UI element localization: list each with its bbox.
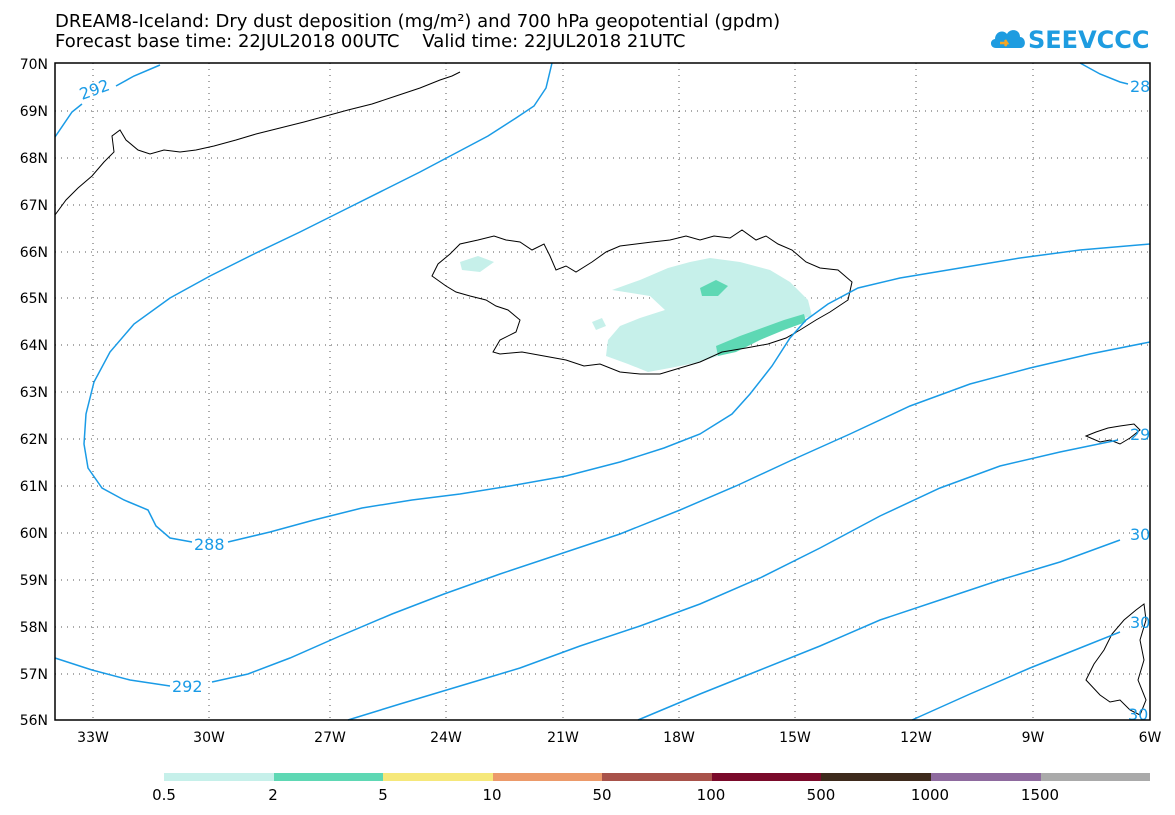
contour-280-ne: [1079, 62, 1129, 85]
lat-label: 63N: [20, 385, 48, 401]
colorbar-segment: [492, 773, 603, 781]
dust-area-light: [606, 258, 812, 372]
map-title: DREAM8-Iceland: Dry dust deposition (mg/…: [55, 11, 781, 32]
lat-label: 68N: [20, 151, 48, 167]
lon-label: 9W: [1022, 730, 1045, 746]
greenland-coastline: [54, 71, 461, 216]
lon-label: 6W: [1139, 730, 1162, 746]
contour-label-292-north: 292: [77, 75, 112, 103]
longitude-labels: 33W 30W 27W 24W 21W 18W 15W 12W 9W 6W: [77, 730, 1161, 746]
lon-label: 12W: [900, 730, 932, 746]
lon-label: 18W: [663, 730, 695, 746]
lat-label: 64N: [20, 338, 48, 354]
lat-label: 62N: [20, 432, 48, 448]
colorbar-segment: [930, 773, 1041, 781]
colorbar-label: 0.5: [152, 786, 176, 804]
contour-label-29: 29: [1130, 425, 1150, 444]
colorbar-segment: [711, 773, 822, 781]
lon-label: 27W: [314, 730, 346, 746]
contour-292-south: [54, 341, 1151, 687]
dust-shading: [460, 256, 812, 372]
contour-288: [83, 62, 1151, 543]
contour-296: [347, 439, 1119, 721]
iceland-coastline: [431, 229, 853, 375]
lon-label: 30W: [193, 730, 225, 746]
logo-text: SEEVCCC: [1028, 26, 1150, 54]
lat-label: 67N: [20, 198, 48, 214]
lat-label: 61N: [20, 479, 48, 495]
colorbar-segment: [1040, 773, 1151, 781]
colorbar-segment: [383, 773, 493, 781]
lon-label: 21W: [547, 730, 579, 746]
colorbar-label: 5: [378, 786, 388, 804]
contour-304: [911, 631, 1121, 721]
map-subtitle: Forecast base time: 22JUL2018 00UTC Vali…: [55, 31, 686, 52]
colorbar-label: 500: [806, 786, 836, 804]
colorbar-label: 1500: [1020, 786, 1060, 804]
lat-label: 65N: [20, 291, 48, 307]
contour-label-30c: 30: [1128, 705, 1148, 724]
faroe-coastline: [1084, 423, 1141, 445]
colorbar-label: 50: [592, 786, 612, 804]
cloud-icon: [990, 30, 1025, 48]
dust-area-light-nw: [460, 256, 494, 272]
contour-label-288: 288: [194, 535, 225, 554]
geopotential-contours: [54, 62, 1151, 721]
contour-292-north: [54, 64, 161, 138]
map-frame: [54, 62, 1151, 721]
latitude-labels: 70N 69N 68N 67N 66N 65N 64N 63N 62N 61N …: [20, 57, 48, 729]
lat-label: 66N: [20, 245, 48, 261]
contour-label-28: 28: [1130, 77, 1150, 96]
lon-label: 24W: [430, 730, 462, 746]
lat-label: 56N: [20, 713, 48, 729]
colorbar-label: 1000: [910, 786, 950, 804]
contour-label-30a: 30: [1130, 525, 1150, 544]
lon-label: 33W: [77, 730, 109, 746]
lat-label: 70N: [20, 57, 48, 73]
colorbar: [164, 773, 1151, 781]
lon-label: 15W: [779, 730, 811, 746]
contour-label-30b: 30: [1130, 613, 1150, 632]
contour-300: [637, 539, 1121, 721]
dust-area-medium-1: [700, 280, 728, 296]
lat-label: 60N: [20, 526, 48, 542]
lat-label: 59N: [20, 573, 48, 589]
scotland-coastline: [1085, 603, 1147, 716]
colorbar-label: 2: [268, 786, 278, 804]
seevccc-logo: SEEVCCC: [988, 22, 1150, 58]
lat-label: 57N: [20, 667, 48, 683]
lat-label: 69N: [20, 104, 48, 120]
colorbar-segment: [821, 773, 931, 781]
colorbar-segment: [602, 773, 712, 781]
contour-label-292-south: 292: [172, 677, 203, 696]
colorbar-label: 100: [696, 786, 726, 804]
colorbar-segment: [164, 773, 274, 781]
colorbar-segment: [273, 773, 384, 781]
dust-area-light-west: [592, 318, 606, 330]
coastlines: [54, 71, 1147, 716]
colorbar-label: 10: [482, 786, 502, 804]
grid-lines: [55, 63, 1150, 720]
lat-label: 58N: [20, 620, 48, 636]
dust-area-medium-2: [716, 314, 806, 356]
